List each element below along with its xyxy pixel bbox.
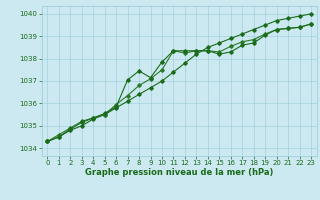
X-axis label: Graphe pression niveau de la mer (hPa): Graphe pression niveau de la mer (hPa) bbox=[85, 168, 273, 177]
